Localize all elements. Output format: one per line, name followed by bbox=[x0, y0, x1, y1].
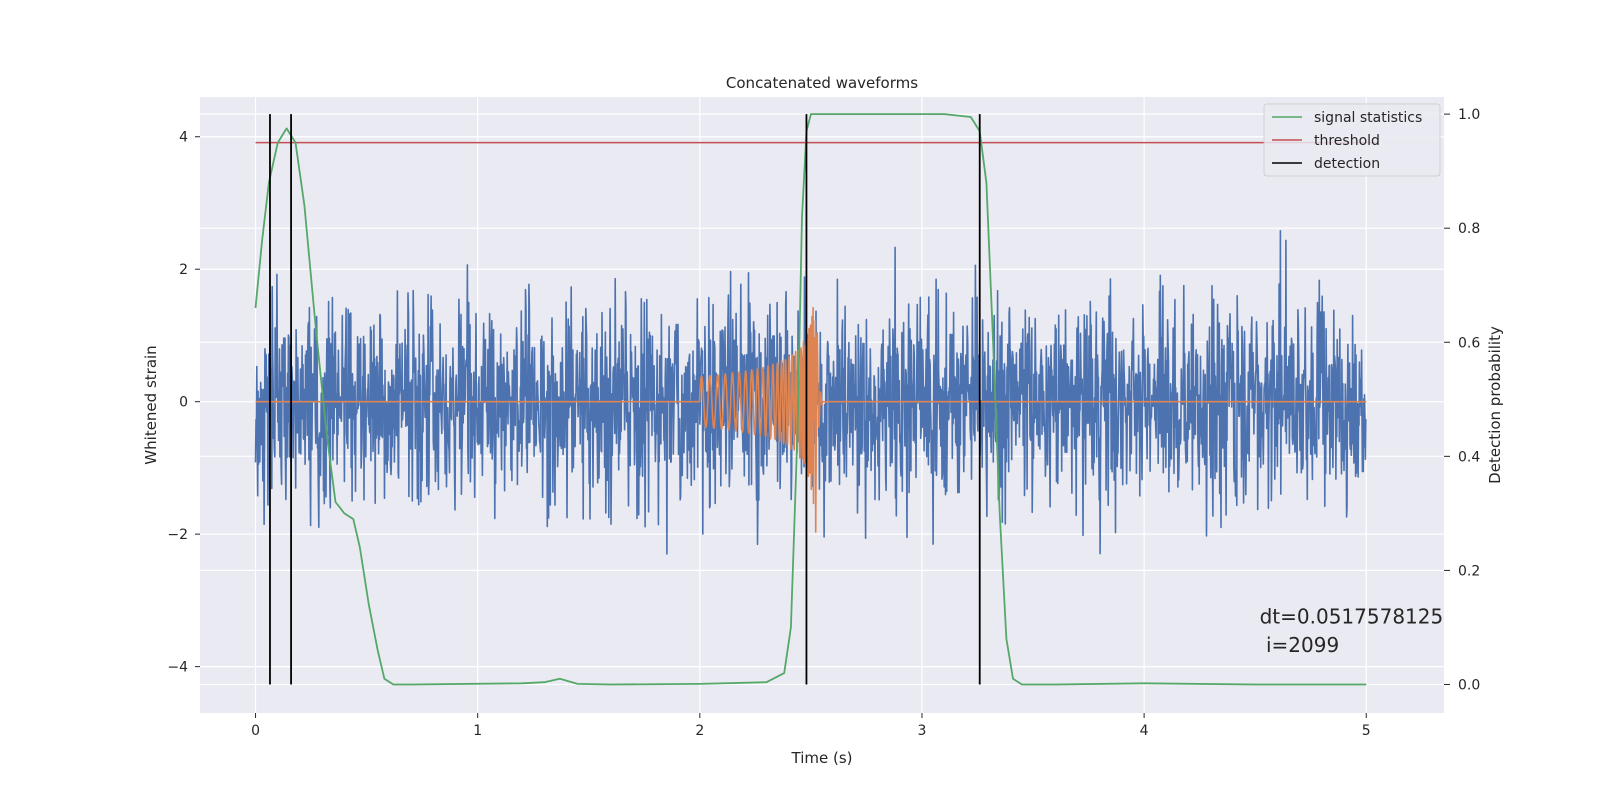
y2-axis-label: Detection probability bbox=[1486, 326, 1504, 484]
x-axis-label: Time (s) bbox=[791, 749, 853, 767]
x-tick-label-4: 4 bbox=[1140, 723, 1149, 739]
y-tick-label-4: 4 bbox=[179, 130, 188, 146]
y2-tick-label-0: 0.0 bbox=[1458, 677, 1480, 693]
x-tick-label-3: 3 bbox=[918, 723, 927, 739]
legend-label-detection: detection bbox=[1314, 156, 1380, 172]
series-chirp-waveform bbox=[255, 306, 1367, 533]
x-tick-label-2: 2 bbox=[695, 723, 704, 739]
y2-tick-label-5: 1.0 bbox=[1458, 107, 1480, 123]
legend-box bbox=[1263, 103, 1441, 177]
y-tick-label-3: 2 bbox=[179, 262, 188, 278]
legend-label-signal-statistics: signal statistics bbox=[1314, 110, 1422, 126]
x-tick-label-0: 0 bbox=[251, 723, 260, 739]
y-tick-label-1: −2 bbox=[167, 527, 188, 543]
legend: signal statistics threshold detection bbox=[1263, 103, 1441, 177]
y-tick-label-0: −4 bbox=[167, 660, 188, 676]
y-axis-label: Whitened strain bbox=[142, 345, 160, 464]
y2-tick-label-4: 0.8 bbox=[1458, 221, 1480, 237]
annotation-dt: dt=0.0517578125 bbox=[1260, 605, 1444, 629]
x-tick-label-5: 5 bbox=[1362, 723, 1371, 739]
legend-label-threshold: threshold bbox=[1314, 133, 1380, 149]
axes: 0 1 2 3 4 5 −4 −2 0 2 4 0.0 0.2 0.4 0.6 0.8 1.0 bbox=[167, 107, 1480, 739]
series-layer bbox=[254, 113, 1378, 686]
series-signal-statistics bbox=[254, 113, 1367, 686]
chart-title: Concatenated waveforms bbox=[726, 74, 918, 92]
y-tick-label-2: 0 bbox=[179, 395, 188, 411]
grid bbox=[200, 97, 1444, 713]
y2-tick-label-3: 0.6 bbox=[1458, 335, 1480, 351]
x-tick-label-1: 1 bbox=[473, 723, 482, 739]
y2-tick-label-2: 0.4 bbox=[1458, 449, 1480, 465]
y2-tick-label-1: 0.2 bbox=[1458, 563, 1480, 579]
annotation-i: i=2099 bbox=[1260, 633, 1340, 657]
